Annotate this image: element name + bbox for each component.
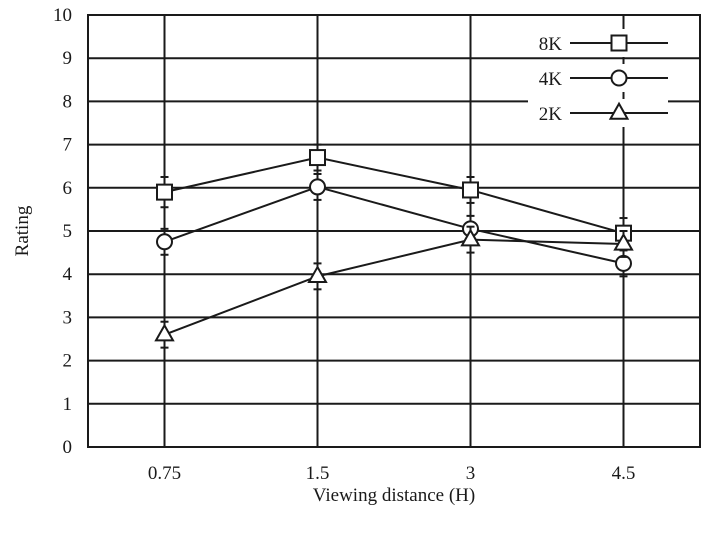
legend-item: 4K bbox=[528, 64, 668, 92]
series-4K bbox=[156, 172, 632, 278]
y-tick-label: 6 bbox=[63, 178, 73, 199]
y-tick-label: 7 bbox=[63, 135, 73, 156]
legend-item: 2K bbox=[528, 99, 668, 127]
x-tick-label: 3 bbox=[466, 463, 476, 484]
legend-label: 2K bbox=[539, 104, 563, 125]
x-tick-labels: 0.75 1.5 3 4.5 bbox=[148, 463, 636, 484]
marker-circle bbox=[615, 254, 632, 272]
x-tick-label: 1.5 bbox=[306, 463, 330, 484]
marker-triangle bbox=[608, 101, 630, 120]
y-tick-label: 9 bbox=[63, 48, 73, 69]
legend-label: 4K bbox=[539, 69, 563, 90]
x-tick-label: 0.75 bbox=[148, 463, 181, 484]
y-axis-label: Rating bbox=[12, 205, 33, 256]
marker-triangle bbox=[154, 323, 175, 342]
series-line bbox=[164, 185, 624, 265]
plot-frame bbox=[87, 14, 701, 448]
y-tick-label: 10 bbox=[53, 5, 72, 26]
y-tick-label: 1 bbox=[63, 394, 73, 415]
x-tick-label: 4.5 bbox=[612, 463, 636, 484]
marker-square bbox=[462, 181, 479, 199]
legend: 8K 4K 2K bbox=[528, 29, 668, 127]
series-line bbox=[164, 156, 624, 235]
legend-label: 8K bbox=[539, 34, 563, 55]
marker-triangle bbox=[613, 232, 634, 251]
y-tick-labels: 0 1 2 3 4 5 6 7 8 9 10 bbox=[53, 5, 73, 458]
marker-circle bbox=[610, 69, 628, 87]
x-axis-label: Viewing distance (H) bbox=[313, 485, 475, 506]
marker-circle bbox=[309, 178, 326, 196]
marker-square bbox=[610, 34, 628, 52]
series-8K bbox=[156, 143, 632, 250]
marker-square bbox=[156, 183, 173, 201]
legend-item: 8K bbox=[528, 29, 668, 57]
marker-triangle bbox=[460, 228, 481, 247]
series-line bbox=[164, 238, 624, 336]
y-tick-label: 5 bbox=[63, 221, 73, 242]
series-layer bbox=[154, 143, 634, 349]
marker-square bbox=[309, 149, 326, 167]
y-tick-label: 0 bbox=[63, 437, 73, 458]
marker-triangle bbox=[307, 265, 328, 284]
y-tick-label: 2 bbox=[63, 351, 73, 372]
y-tick-label: 8 bbox=[63, 91, 73, 112]
series-2K bbox=[154, 225, 634, 349]
marker-circle bbox=[156, 233, 173, 251]
y-tick-label: 3 bbox=[63, 307, 73, 328]
y-tick-label: 4 bbox=[63, 264, 73, 285]
